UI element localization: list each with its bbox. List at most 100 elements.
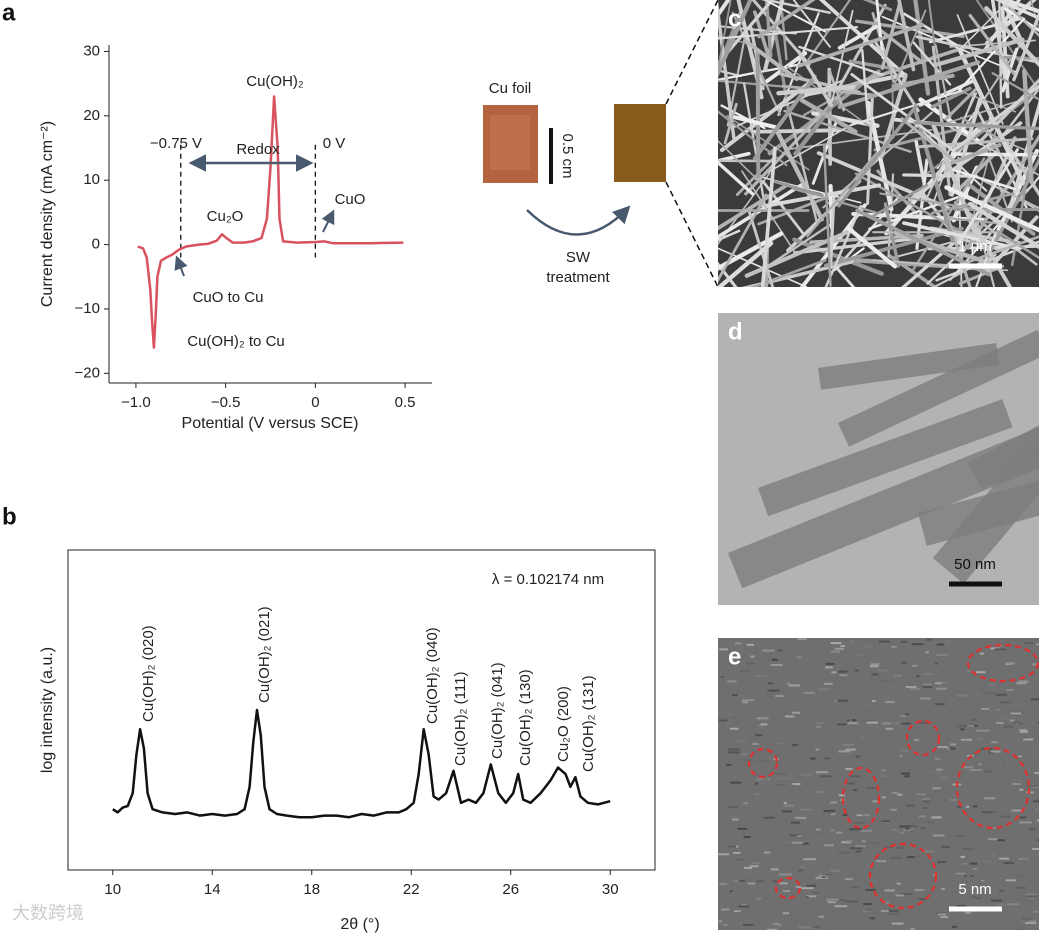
texture xyxy=(1031,698,1039,700)
texture xyxy=(1020,816,1026,818)
texture xyxy=(1023,738,1033,740)
texture xyxy=(866,787,878,789)
texture xyxy=(776,742,784,744)
texture xyxy=(936,654,948,656)
texture xyxy=(880,644,889,646)
texture xyxy=(755,734,762,736)
x-tick-label: 10 xyxy=(104,881,121,898)
texture xyxy=(871,663,880,665)
texture xyxy=(1018,681,1028,683)
texture xyxy=(757,717,769,719)
texture xyxy=(936,688,947,690)
texture xyxy=(982,837,989,839)
texture xyxy=(718,853,729,855)
texture xyxy=(849,775,860,777)
scale-bar-label: 1 μm xyxy=(958,238,992,255)
texture xyxy=(937,863,941,865)
texture xyxy=(784,862,788,864)
texture xyxy=(999,816,1010,818)
texture xyxy=(945,640,950,642)
texture xyxy=(937,861,946,863)
texture xyxy=(912,665,917,667)
texture xyxy=(764,851,770,853)
texture xyxy=(907,856,915,858)
texture xyxy=(869,917,874,919)
texture xyxy=(762,778,769,780)
cu-foil-shine xyxy=(490,115,530,170)
texture xyxy=(937,712,948,714)
annotation: Cu(OH)₂ (111) xyxy=(452,672,469,766)
texture xyxy=(911,928,915,930)
texture xyxy=(801,887,814,889)
texture xyxy=(851,886,859,888)
texture xyxy=(935,703,945,705)
zoom-line xyxy=(666,0,718,104)
texture xyxy=(923,807,927,809)
texture xyxy=(815,722,825,724)
texture xyxy=(730,815,737,817)
texture xyxy=(835,700,838,702)
x-axis-label: 2θ (°) xyxy=(340,916,379,933)
texture xyxy=(965,912,971,914)
texture xyxy=(881,820,890,822)
texture xyxy=(730,728,739,730)
texture xyxy=(950,743,956,745)
texture xyxy=(905,828,909,830)
texture xyxy=(782,810,792,812)
texture xyxy=(997,775,1000,777)
zoom-line xyxy=(666,182,718,287)
texture xyxy=(1033,800,1039,802)
texture xyxy=(861,737,865,739)
texture xyxy=(956,835,964,837)
texture xyxy=(879,775,890,777)
texture xyxy=(721,908,729,910)
texture xyxy=(784,805,794,807)
texture xyxy=(999,890,1004,892)
annotation: Cu(OH)₂ (130) xyxy=(517,669,534,766)
texture xyxy=(816,771,828,773)
texture xyxy=(914,889,924,891)
texture xyxy=(800,774,813,776)
texture xyxy=(983,861,991,863)
texture xyxy=(743,873,752,875)
texture xyxy=(850,847,863,849)
texture xyxy=(886,728,893,730)
texture xyxy=(956,873,966,875)
texture xyxy=(885,890,895,892)
texture xyxy=(975,694,982,696)
texture xyxy=(911,830,914,832)
y-tick-label: 20 xyxy=(83,107,100,124)
texture xyxy=(896,847,903,849)
texture xyxy=(721,676,725,678)
x-tick-label: 0 xyxy=(311,394,319,411)
texture xyxy=(730,782,741,784)
micrograph-label: e xyxy=(728,643,741,670)
texture xyxy=(894,805,906,807)
texture xyxy=(792,712,800,714)
texture xyxy=(792,842,804,844)
texture xyxy=(818,688,829,690)
texture xyxy=(795,817,806,819)
texture xyxy=(788,684,800,686)
texture xyxy=(839,671,848,673)
texture xyxy=(901,773,910,775)
texture xyxy=(906,686,917,688)
texture xyxy=(846,901,857,903)
texture xyxy=(1018,875,1026,877)
texture xyxy=(919,815,926,817)
texture xyxy=(995,694,1007,696)
y-tick-label: −20 xyxy=(75,364,100,381)
texture xyxy=(872,700,876,702)
texture xyxy=(1030,747,1034,749)
x-tick-label: 22 xyxy=(403,881,420,898)
texture xyxy=(966,670,971,672)
texture xyxy=(923,686,933,688)
texture xyxy=(934,682,942,684)
texture xyxy=(981,708,989,710)
texture xyxy=(759,874,771,876)
texture xyxy=(751,655,755,657)
texture xyxy=(798,869,804,871)
texture xyxy=(754,793,760,795)
